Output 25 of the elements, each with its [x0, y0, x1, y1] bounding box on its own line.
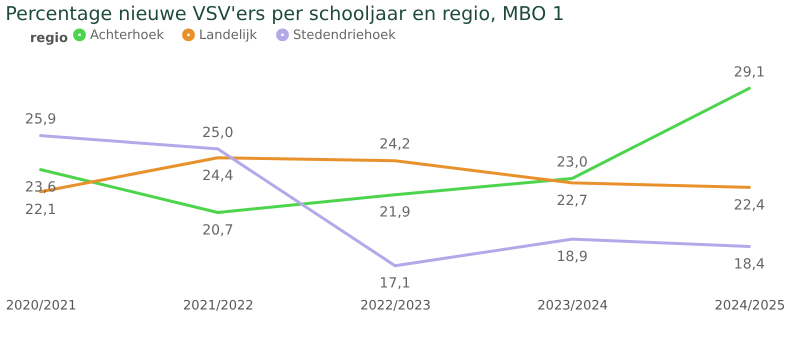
legend-label: Landelijk — [199, 28, 258, 43]
data-label: 23,6 — [25, 180, 56, 196]
x-tick-label: 2023/2024 — [537, 298, 608, 314]
x-tick-label: 2021/2022 — [183, 298, 254, 314]
data-label: 18,4 — [734, 256, 766, 272]
data-label: 20,7 — [202, 222, 234, 238]
x-tick-label: 2020/2021 — [6, 298, 76, 314]
data-label: 18,9 — [556, 249, 588, 266]
data-label: 21,9 — [379, 204, 411, 221]
data-label: 22,7 — [556, 192, 588, 209]
legend-label: Stedendriehoek — [293, 28, 396, 43]
chart-title: Percentage nieuwe VSV'ers per schooljaar en regio, MBO 1 — [5, 3, 564, 25]
data-label: 22,1 — [25, 202, 56, 218]
data-label: 24,4 — [202, 168, 234, 184]
x-tick-label: 2022/2023 — [360, 298, 431, 314]
data-label: 17,1 — [379, 276, 411, 292]
data-label: 25,9 — [25, 112, 56, 128]
data-label: 22,4 — [734, 197, 766, 214]
data-label: 24,2 — [379, 136, 411, 153]
legend-label: Achterhoek — [90, 28, 164, 43]
x-tick-label: 2024/2025 — [714, 298, 786, 314]
data-label: 29,1 — [734, 64, 765, 80]
data-label: 23,0 — [556, 154, 588, 170]
data-label: 25,0 — [202, 124, 234, 141]
legend-title: regio — [30, 31, 68, 46]
